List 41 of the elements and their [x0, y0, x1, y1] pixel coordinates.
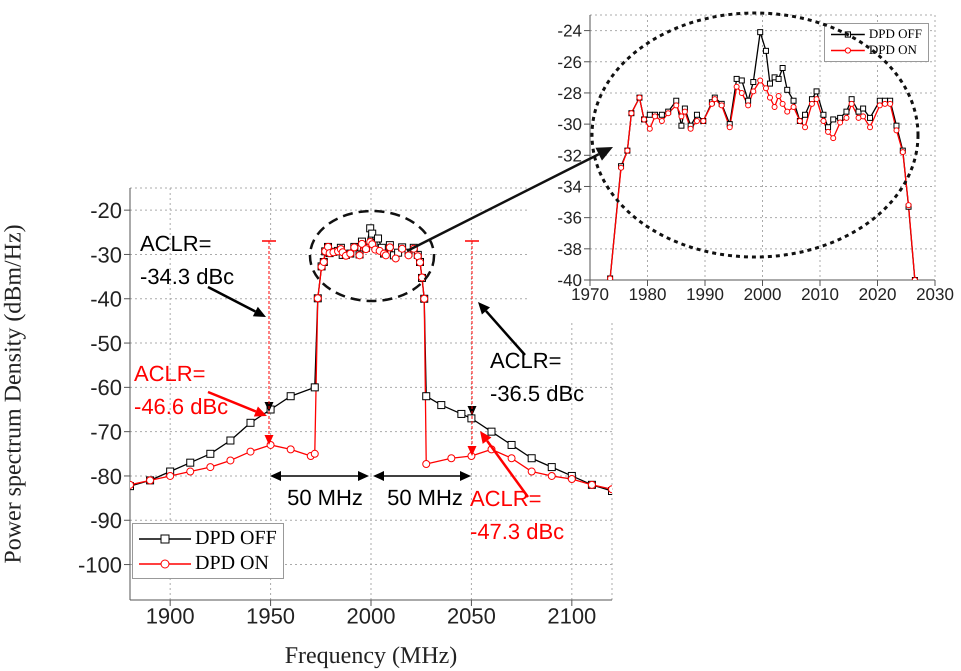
y-tick-label: -90 [90, 508, 122, 534]
annotation: ACLR= -34.3 dBc [140, 231, 234, 289]
x-tick-label: 1950 [246, 604, 296, 629]
annotation: 50 MHz [287, 485, 363, 510]
legend-label: DPD OFF [195, 526, 277, 551]
y-tick-label: -20 [90, 198, 122, 223]
y-tick-label: -100 [78, 552, 122, 578]
annotation: 50 MHz [387, 485, 463, 510]
y-tick-label: -26 [557, 52, 582, 72]
y-tick-label: -32 [557, 146, 582, 166]
y-tick-label: -50 [90, 330, 122, 356]
x-tick-label: 2010 [801, 285, 839, 304]
y-axis-title: Power spectrum Density (dBm/Hz) [0, 224, 27, 564]
x-tick-label: 2000 [346, 604, 396, 629]
y-tick-label: -70 [90, 419, 122, 444]
y-tick-label: -38 [557, 240, 582, 259]
y-tick-label: -30 [557, 115, 582, 134]
y-tick-label: -36 [557, 208, 582, 228]
y-tick-label: -80 [90, 464, 122, 489]
x-tick-label: 1980 [628, 285, 666, 304]
y-tick-label: -34 [557, 178, 582, 197]
y-tick-label: -60 [90, 375, 122, 400]
x-tick-label: 2000 [744, 285, 782, 304]
x-axis-title: Frequency (MHz) [284, 643, 458, 669]
y-tick-label: -30 [90, 242, 122, 268]
annotation: ACLR= -47.3 dBc [470, 486, 564, 544]
legend-label: DPD ON [868, 42, 917, 58]
x-tick-label: 2100 [547, 604, 596, 629]
y-tick-label: -24 [557, 22, 582, 41]
legend-label: DPD OFF [868, 26, 922, 42]
x-tick-label: 1990 [686, 285, 724, 304]
x-tick-label: 1970 [571, 285, 609, 304]
legend-label: DPD ON [195, 551, 269, 576]
x-tick-label: 2020 [858, 285, 896, 304]
annotation: ACLR= -46.6 dBc [134, 361, 228, 419]
x-tick-label: 1900 [146, 604, 195, 629]
x-tick-label: 2030 [916, 285, 954, 304]
y-tick-label: -28 [557, 84, 582, 103]
y-tick-label: -40 [90, 286, 122, 312]
x-tick-label: 2050 [446, 604, 496, 629]
annotation: ACLR= -36.5 dBc [490, 348, 584, 406]
